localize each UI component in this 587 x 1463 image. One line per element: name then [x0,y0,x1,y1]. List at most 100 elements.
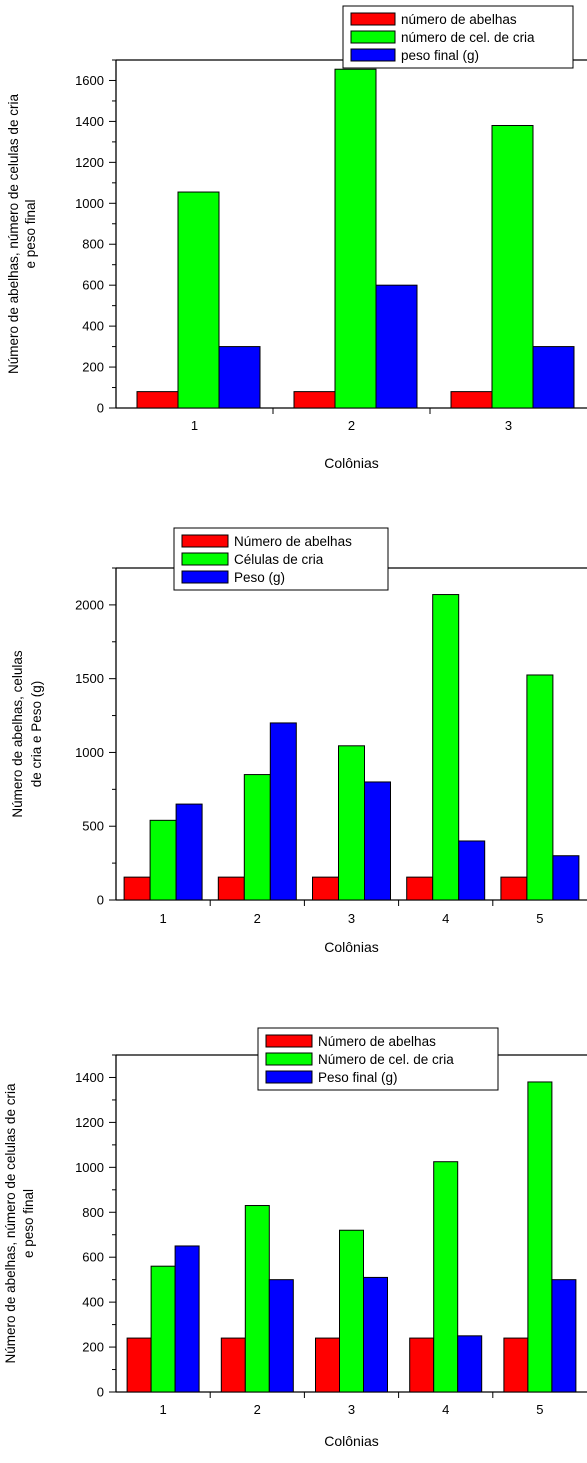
chart-svg: 0 200 400 600 800 1000 1200 1400 1600 1 2 3 Colônias… [6,5,587,471]
bar [526,674,554,901]
bar [136,391,179,409]
bar [500,876,528,901]
x-tick-label: 3 [505,418,512,433]
y-tick-label: 1400 [75,1070,104,1085]
y-tick-label: 0 [97,401,104,416]
x-tick-label: 3 [348,911,355,926]
bar [175,803,203,901]
y-tick-label: 200 [82,1340,104,1355]
bar [217,876,245,901]
x-tick-label: 2 [348,418,355,433]
y-axis-label: e peso final [21,1189,36,1258]
bar [450,391,493,409]
bar [409,1337,435,1393]
legend-label: número de cel. de cria [401,30,535,45]
y-tick-label: 1200 [75,155,104,170]
bar [149,819,177,901]
legend-swatch [350,48,396,62]
legend-label: Peso final (g) [318,1070,398,1085]
y-tick-label: 500 [82,819,104,834]
x-tick-label: 4 [442,1402,449,1417]
bar [123,876,151,901]
legend-label: Número de abelhas [234,534,352,549]
bar [457,1335,483,1393]
legend-swatch [350,30,396,44]
bar [220,1337,246,1393]
bar [503,1337,529,1393]
legend-label: Número de abelhas [318,1034,436,1049]
chart-colonias-5-a: 0 500 1000 1500 2000 1 2 3 4 5 Colônias Número de a… [0,522,587,982]
bar [126,1337,152,1393]
bar [532,346,575,409]
bar [364,781,391,901]
bar [218,346,261,409]
x-tick-label: 2 [254,1402,261,1417]
bar [177,191,220,409]
x-tick-label: 2 [254,911,261,926]
y-tick-label: 2000 [75,597,104,612]
chart-svg: 0 200 400 600 800 1000 1200 1400 1 2 3 4 5 Colônias Nú… [3,1027,587,1449]
bar [491,125,534,409]
bar [433,1161,459,1393]
legend-swatch [265,1070,313,1084]
x-tick-label: 1 [191,418,198,433]
bar [406,876,434,901]
y-tick-label: 400 [82,319,104,334]
chart-svg: 0 500 1000 1500 2000 1 2 3 4 5 Colônias Número de a… [10,527,587,955]
bar [363,1276,388,1393]
x-tick-label: 5 [536,911,543,926]
chart-colonias-3: 0 200 400 600 800 1000 1200 1400 1600 1 2 3 Colônias… [0,0,587,480]
y-axis-label: Número de abelhas, número de celulas de … [6,94,21,374]
x-tick-label: 1 [159,1402,166,1417]
bar [244,1205,270,1393]
bar [375,284,418,409]
y-tick-label: 1000 [75,1160,104,1175]
legend-label: Células de cria [234,552,324,567]
bar [551,1279,577,1393]
legend-label: número de abelhas [401,12,517,27]
bar [552,855,580,901]
bar [269,722,297,901]
y-tick-label: 200 [82,360,104,375]
legend-swatch [181,552,229,566]
legend-swatch [181,534,229,548]
y-tick-label: 400 [82,1295,104,1310]
x-axis-label: Colônias [324,939,378,955]
x-tick-label: 5 [536,1402,543,1417]
y-tick-label: 800 [82,237,104,252]
bar [174,1245,200,1393]
legend-swatch [265,1052,313,1066]
y-axis-label: e peso final [23,199,38,268]
y-tick-label: 600 [82,1250,104,1265]
legend-swatch [265,1034,313,1048]
bar [243,774,271,901]
y-tick-label: 1400 [75,114,104,129]
bar [458,840,486,901]
bar [312,876,339,901]
bar [315,1337,340,1393]
bar [432,594,460,901]
x-axis-label: Colônias [324,455,378,471]
y-tick-label: 1200 [75,1115,104,1130]
bar [293,391,336,409]
x-axis-label: Colônias [324,1433,378,1449]
bar [268,1279,294,1393]
bar [338,745,365,901]
legend-label: Peso (g) [234,570,285,585]
y-axis-label: de cria e Peso (g) [29,681,44,788]
chart-colonias-5-b: 0 200 400 600 800 1000 1200 1400 1 2 3 4 5 Colônias Nú… [0,1012,587,1458]
legend-label: peso final (g) [401,48,479,63]
legend-swatch [350,12,396,26]
bar [334,68,377,409]
y-tick-label: 0 [97,893,104,908]
y-tick-label: 1000 [75,196,104,211]
x-tick-label: 1 [159,911,166,926]
y-tick-label: 600 [82,278,104,293]
y-axis-label: Número de abelhas, celulas [10,650,25,818]
y-tick-label: 0 [97,1385,104,1400]
y-axis-label: Número de abelhas, número de celulas de … [3,1083,18,1363]
legend-label: Número de cel. de cria [318,1052,454,1067]
y-tick-label: 1000 [75,745,104,760]
bar [150,1265,176,1393]
legend-swatch [181,570,229,584]
